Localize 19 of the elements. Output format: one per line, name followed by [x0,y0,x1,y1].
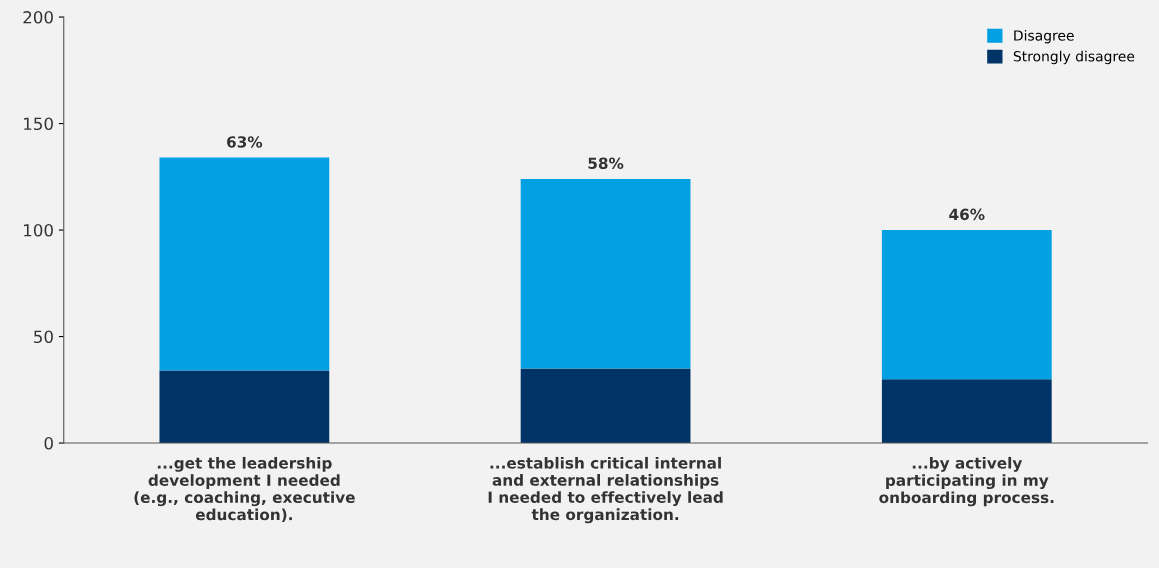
bar [881,379,1052,444]
x-tick-label: ...get the leadership development I needed (e.g., coaching, executive education). [134,456,355,523]
annotation: 58% [588,157,624,170]
legend-label: Disagree [1014,29,1074,44]
x-tick-label: ...by actively participating in my onboarding process. [879,456,1054,507]
y-tick-label: 0 [44,437,53,450]
bar [520,178,691,369]
x-tick-label: ...establish critical internal and external relationships I needed to effectively lead the organization. [488,456,723,524]
bar [159,370,330,444]
bar [881,230,1052,380]
y-tick-label: 150 [24,117,53,131]
bar [159,157,330,371]
legend-label: Strongly disagree [1013,50,1135,65]
y-tick-label: 50 [34,330,53,344]
y-tick-label: 100 [24,224,53,237]
y-tick-label: 200 [23,11,53,24]
bar [520,368,691,444]
annotation: 63% [227,136,263,148]
annotation: 46% [949,208,985,221]
